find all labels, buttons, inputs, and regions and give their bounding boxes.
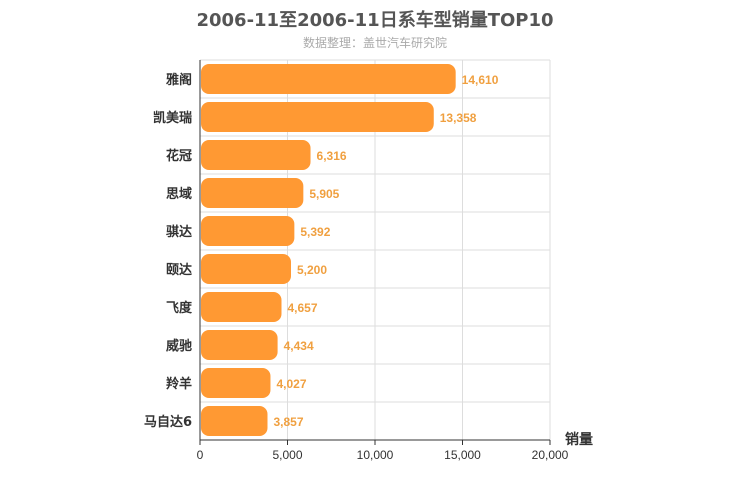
- category-label: 骐达: [166, 224, 192, 240]
- category-label: 羚羊: [166, 376, 192, 392]
- x-axis-title: 销量: [565, 431, 593, 448]
- x-tick-label: 10,000: [357, 448, 394, 462]
- x-tick-label: 0: [197, 448, 204, 462]
- bar: [201, 216, 295, 246]
- x-tick-label: 5,000: [272, 448, 302, 462]
- chart-title: 2006-11至2006-11日系车型销量TOP10: [196, 10, 554, 31]
- category-label: 马自达6: [144, 414, 192, 430]
- data-label: 5,200: [297, 263, 327, 277]
- chart-subtitle: 数据整理：盖世汽车研究院: [302, 36, 447, 50]
- data-label: 13,358: [440, 111, 477, 125]
- data-label: 14,610: [462, 73, 499, 87]
- category-label: 威驰: [166, 338, 192, 354]
- bar: [201, 254, 291, 284]
- category-label: 颐达: [166, 262, 192, 278]
- category-label: 雅阁: [166, 72, 192, 88]
- data-label: 6,316: [317, 149, 347, 163]
- data-label: 5,905: [309, 187, 339, 201]
- category-label: 思域: [166, 186, 192, 202]
- bar: [201, 64, 456, 94]
- bar: [201, 292, 282, 322]
- x-tick-label: 15,000: [444, 448, 481, 462]
- bar: [201, 330, 278, 360]
- x-tick-label: 20,000: [532, 448, 569, 462]
- bar: [201, 140, 311, 170]
- data-label: 4,027: [276, 377, 306, 391]
- category-label: 飞度: [166, 300, 193, 316]
- bar: [201, 368, 271, 398]
- data-label: 3,857: [273, 415, 303, 429]
- bar: [201, 178, 304, 208]
- category-label: 凯美瑞: [153, 110, 192, 126]
- data-label: 4,434: [284, 339, 314, 353]
- category-label: 花冠: [166, 148, 192, 164]
- data-label: 5,392: [300, 225, 330, 239]
- bar: [201, 102, 434, 132]
- bar: [201, 406, 268, 436]
- data-label: 4,657: [287, 301, 317, 315]
